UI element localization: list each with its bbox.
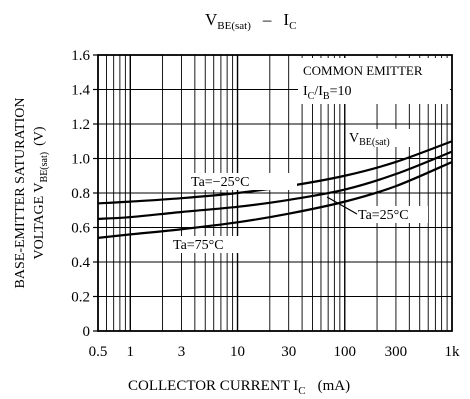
series-line-1 bbox=[97, 150, 453, 220]
x-tick-label: 1k bbox=[445, 344, 461, 360]
conditions-line1: COMMON EMITTER bbox=[303, 63, 423, 78]
ticks bbox=[93, 54, 98, 332]
chart-title: VBE(sat) – IC bbox=[205, 10, 296, 32]
series-line-2 bbox=[97, 160, 453, 239]
labels: 0 0.2 0.4 0.6 0.8 1.0 1.2 1.4 1.6 0.5 1 3 10 30 100 300… bbox=[71, 48, 460, 360]
series-label-bg-75 bbox=[171, 236, 243, 253]
y-axis-label-line2: VOLTAGE VBE(sat)(V) bbox=[32, 126, 50, 259]
series-label-minus25: Ta=−25°C bbox=[191, 175, 250, 190]
y-tick-label: 1.2 bbox=[71, 117, 90, 133]
x-tick-label: 300 bbox=[385, 344, 408, 360]
y-tick-label: 1.4 bbox=[71, 83, 90, 99]
curve-label-bg bbox=[346, 129, 412, 147]
series-label-75: Ta=75°C bbox=[173, 238, 224, 253]
curve-label-vbe-sat: VBE(sat) bbox=[349, 131, 390, 148]
x-tick-label: 0.5 bbox=[89, 344, 108, 360]
x-tick-label: 10 bbox=[230, 344, 245, 360]
y-tick-label: 1.0 bbox=[71, 152, 90, 168]
y-axis-label-line1: BASE-EMITTER SATURATION bbox=[13, 98, 28, 289]
x-tick-label: 3 bbox=[178, 344, 186, 360]
conditions-line2: IC/IB=10 bbox=[303, 84, 351, 102]
x-axis-label: COLLECTOR CURRENT IC (mA) bbox=[128, 378, 350, 397]
y-tick-label: 0.2 bbox=[71, 290, 90, 306]
y-tick-label: 0.6 bbox=[71, 221, 90, 237]
y-tick-label: 0.4 bbox=[71, 255, 90, 271]
x-tick-label: 100 bbox=[334, 344, 357, 360]
series-label-bg-minus25 bbox=[189, 173, 297, 190]
x-tick-label: 30 bbox=[281, 344, 296, 360]
series-label-25: Ta=25°C bbox=[358, 208, 409, 223]
y-tick-label: 1.6 bbox=[71, 48, 90, 64]
series-label-bg-25 bbox=[356, 206, 428, 223]
conditions-box bbox=[298, 58, 450, 104]
y-tick-label: 0 bbox=[83, 324, 91, 340]
y-tick-label: 0.8 bbox=[71, 186, 90, 202]
x-tick-label: 1 bbox=[127, 344, 135, 360]
series-leader-25 bbox=[326, 196, 358, 215]
